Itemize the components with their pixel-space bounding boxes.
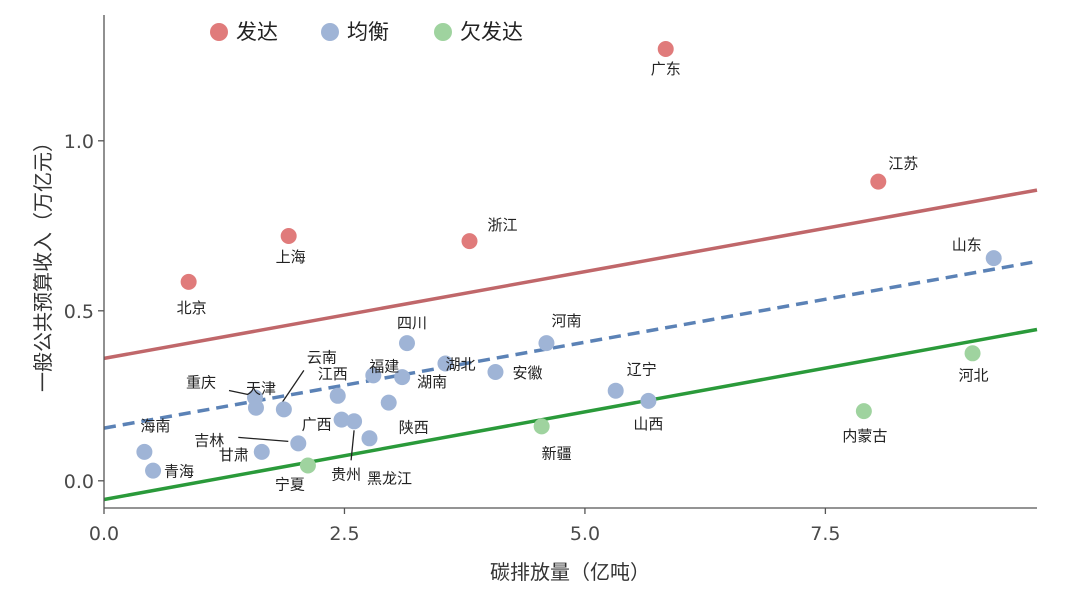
point-海南: [136, 443, 153, 460]
point-宁夏: [299, 457, 316, 474]
label-青海: 青海: [164, 463, 194, 481]
label-山西: 山西: [633, 415, 663, 433]
legend-marker-developed: [210, 23, 228, 41]
legend-marker-balanced: [321, 23, 339, 41]
label-上海: 上海: [276, 248, 306, 266]
label-江苏: 江苏: [888, 155, 918, 173]
point-陕西: [380, 394, 397, 411]
label-重庆: 重庆: [186, 374, 216, 392]
label-河北: 河北: [959, 366, 989, 384]
point-山东: [985, 250, 1002, 267]
trend-line-underdeveloped: [103, 327, 1038, 502]
label-新疆: 新疆: [542, 444, 572, 462]
leader-贵州: [350, 430, 355, 461]
label-云南: 云南: [307, 348, 337, 366]
leader-云南: [280, 370, 305, 405]
legend-label-developed: 发达: [236, 20, 278, 44]
point-新疆: [533, 418, 550, 435]
point-天津: [247, 399, 264, 416]
point-湖北: [437, 355, 454, 372]
label-江西: 江西: [318, 365, 348, 383]
label-甘肃: 甘肃: [219, 446, 249, 464]
point-青海: [145, 462, 162, 479]
label-吉林: 吉林: [194, 431, 224, 449]
label-贵州: 贵州: [331, 465, 361, 483]
x-tick-label: 2.5: [329, 523, 359, 545]
point-内蒙古: [855, 403, 872, 420]
point-广西: [333, 411, 350, 428]
label-湖南: 湖南: [417, 373, 447, 391]
label-黑龙江: 黑龙江: [367, 469, 412, 487]
point-安徽: [487, 364, 504, 380]
label-福建: 福建: [369, 357, 399, 375]
label-河南: 河南: [551, 312, 581, 330]
legend-label-balanced: 均衡: [347, 20, 389, 44]
label-广东: 广东: [651, 60, 681, 78]
point-湖南: [394, 369, 411, 386]
point-黑龙江: [361, 430, 378, 447]
label-四川: 四川: [397, 314, 427, 332]
y-tick-label: 0.0: [64, 471, 94, 493]
trend-line-balanced: [103, 259, 1038, 430]
label-浙江: 浙江: [488, 216, 518, 234]
label-海南: 海南: [140, 417, 170, 435]
label-辽宁: 辽宁: [627, 361, 657, 379]
legend-marker-underdeveloped: [434, 23, 452, 41]
leader-吉林: [238, 436, 289, 443]
point-福建: [365, 367, 382, 384]
label-天津: 天津: [246, 380, 276, 398]
point-甘肃: [253, 443, 270, 460]
point-贵州: [346, 413, 363, 430]
point-河北: [964, 345, 981, 362]
point-云南: [275, 401, 292, 418]
label-北京: 北京: [177, 299, 207, 317]
point-北京: [180, 273, 197, 290]
point-辽宁: [607, 382, 624, 399]
label-安徽: 安徽: [512, 364, 542, 382]
legend-label-underdeveloped: 欠发达: [460, 20, 523, 44]
x-tick-label: 7.5: [810, 523, 840, 545]
label-陕西: 陕西: [399, 419, 429, 437]
label-广西: 广西: [302, 416, 332, 434]
data-points: [136, 41, 1002, 479]
point-浙江: [461, 233, 478, 250]
point-广东: [657, 41, 674, 57]
point-山西: [640, 392, 657, 409]
x-tick-label: 0.0: [89, 523, 119, 545]
point-江苏: [870, 173, 887, 190]
leader-重庆: [228, 389, 249, 396]
label-leaders: [228, 370, 355, 461]
label-宁夏: 宁夏: [275, 476, 305, 494]
label-山东: 山东: [952, 236, 982, 254]
y-tick-label: 0.5: [64, 301, 94, 323]
label-内蒙古: 内蒙古: [842, 427, 887, 445]
y-axis-title: 一般公共预算收入（万亿元）: [31, 132, 55, 392]
point-上海: [280, 228, 297, 244]
point-江西: [329, 387, 346, 404]
x-axis-title: 碳排放量（亿吨）: [490, 560, 650, 584]
trend-line-developed: [103, 188, 1038, 361]
point-吉林: [290, 435, 307, 452]
point-四川: [398, 335, 415, 352]
axes: 0.0 2.5 5.0 7.5 0.0 0.5 1.0: [64, 15, 1037, 545]
x-tick-label: 5.0: [570, 523, 600, 545]
label-湖北: 湖北: [445, 356, 475, 374]
point-河南: [538, 335, 555, 352]
legend: 发达 均衡 欠发达: [210, 20, 523, 44]
y-tick-label: 1.0: [64, 131, 94, 153]
